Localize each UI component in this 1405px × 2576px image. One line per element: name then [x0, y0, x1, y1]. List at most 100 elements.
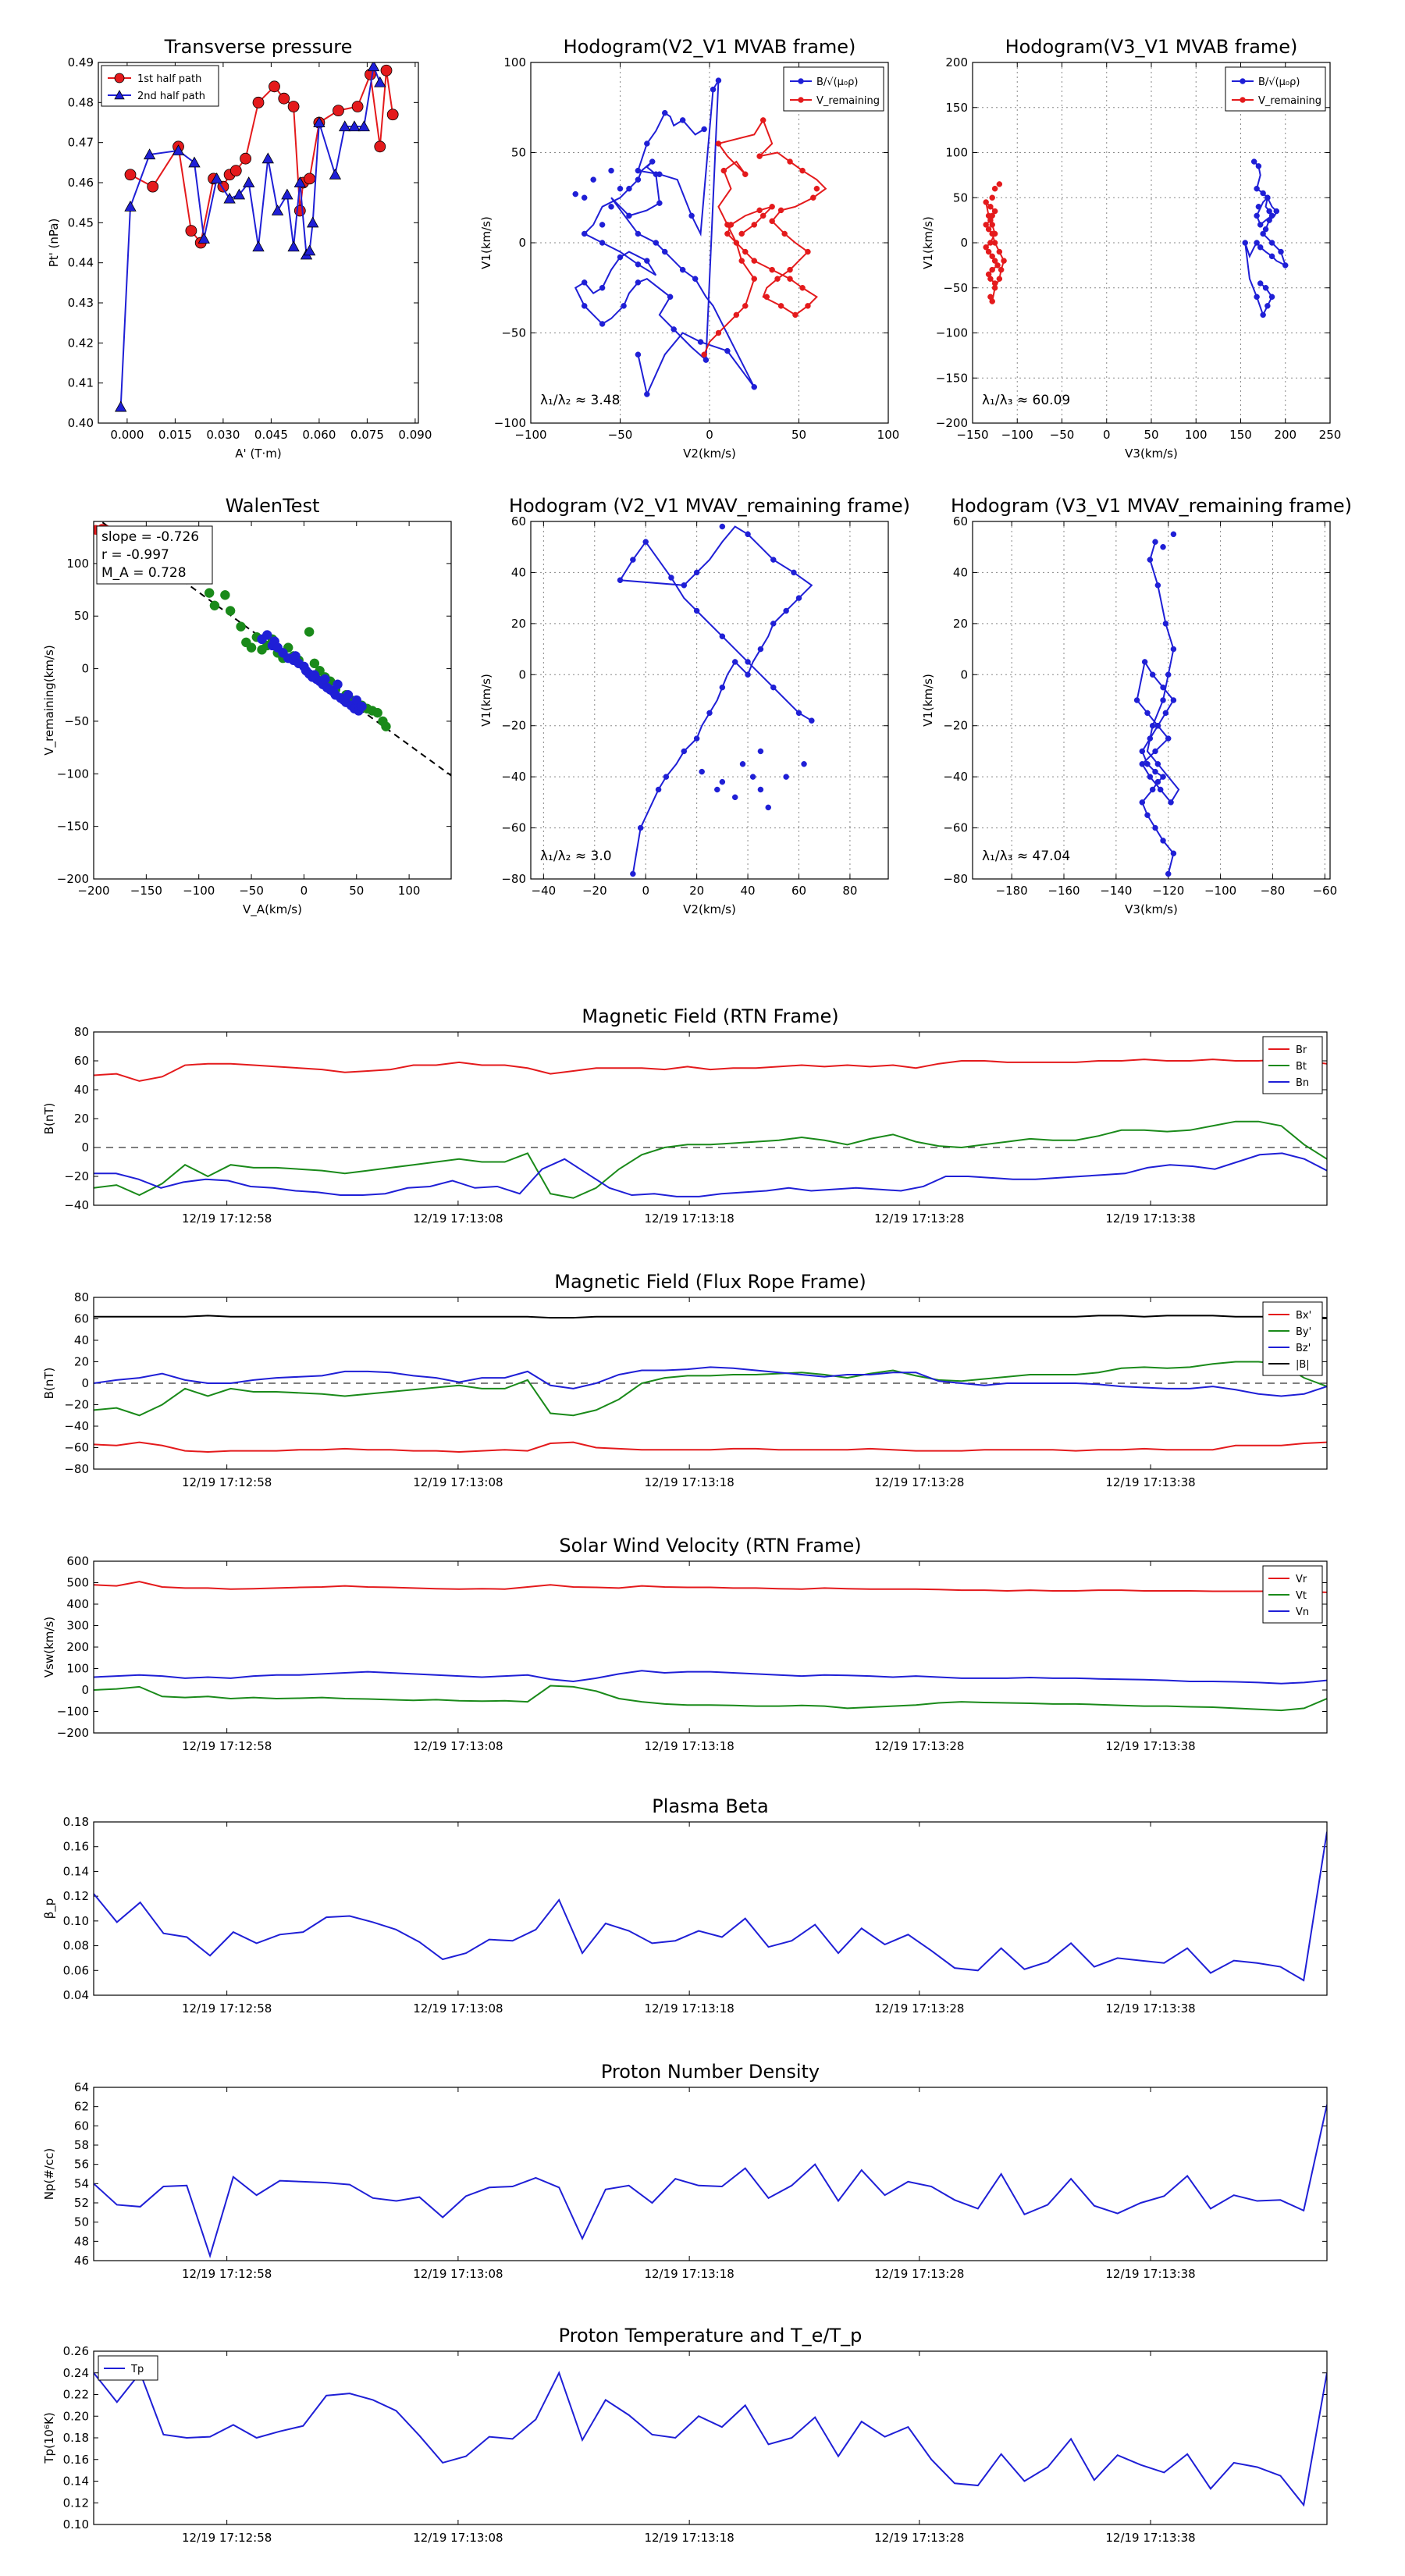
data-point [679, 266, 686, 273]
plot-area [983, 158, 1289, 318]
data-point [769, 218, 775, 225]
data-point [655, 786, 662, 793]
data-point [1160, 697, 1166, 703]
plot-frame [93, 1560, 1328, 1734]
data-point [1262, 226, 1269, 233]
y-tick-label: −200 [936, 416, 968, 430]
data-point [1242, 240, 1248, 246]
chart-title: Proton Temperature and T_e/T_p [559, 2325, 863, 2347]
plot-frame [93, 1031, 1328, 1206]
plot-background [531, 521, 888, 879]
x-axis-label: V2(km/s) [683, 902, 736, 916]
plot-frame [530, 62, 889, 424]
data-point [617, 577, 624, 583]
triangle-marker [348, 120, 361, 132]
data-point [246, 642, 257, 653]
data-point [985, 248, 992, 255]
x-axis-label: V2(km/s) [683, 447, 736, 461]
circle-marker [185, 225, 197, 237]
x-tick-label: −100 [183, 884, 215, 898]
y-tick-label: −100 [57, 1705, 89, 1719]
series-line [94, 2104, 1327, 2259]
series-line [94, 1670, 1327, 1685]
data-point [719, 684, 726, 691]
data-point [590, 176, 596, 183]
y-tick-label: 0.16 [63, 1840, 89, 1854]
data-point [1157, 786, 1164, 793]
y-tick-label: −50 [64, 714, 89, 728]
hodogram-v2-v1-mvav-panel: −40 −20 0 20 40 60 80−80−60−40−200204060Hodogr… [479, 495, 910, 916]
plot-area [617, 523, 815, 877]
data-point [715, 329, 722, 336]
y-tick-label: 62 [74, 2100, 89, 2114]
time-tick-label: 12/19 17:13:38 [1105, 1739, 1195, 1753]
x-tick-label: −100 [1204, 884, 1236, 898]
data-point [996, 276, 1003, 282]
hodogram-v2-v1-mvab-panel: −100 −50 0 50 100 −100 −50 0 50 100 Hodogram(V2_V1… [479, 36, 899, 461]
plot-frame [972, 62, 1331, 424]
x-tick-label: 50 [1144, 428, 1158, 442]
y-tick-label: 0.08 [63, 1939, 89, 1953]
data-point [989, 298, 995, 304]
circle-marker [240, 152, 252, 165]
data-point [1154, 582, 1161, 589]
data-point [653, 171, 660, 177]
triangle-marker [293, 176, 306, 188]
data-point [1282, 262, 1289, 269]
data-point [724, 347, 731, 354]
data-point [739, 761, 746, 767]
plot-area [115, 62, 399, 412]
data-point [769, 204, 775, 210]
y-tick-label: 0.45 [68, 215, 94, 229]
legend-label: B/√(μ₀ρ) [816, 76, 858, 88]
x-axis-label: V3(km/s) [1125, 902, 1178, 916]
x-tick-label: −140 [1100, 884, 1132, 898]
y-tick-label: 50 [74, 609, 89, 623]
y-tick-label: 0.42 [68, 336, 94, 350]
data-point [742, 303, 749, 309]
data-point [769, 266, 775, 273]
data-point [719, 523, 726, 530]
x-axis-label: V3(km/s) [1125, 447, 1178, 461]
time-tick-label: 12/19 17:13:38 [1105, 2267, 1195, 2281]
y-tick-label: 0.14 [63, 1864, 89, 1878]
data-point [777, 303, 784, 309]
y-tick-label: 0 [960, 236, 968, 250]
series-line [94, 1059, 1327, 1082]
y-tick-label: −40 [943, 770, 968, 784]
plot-area [94, 2371, 1327, 2507]
data-point [1168, 799, 1174, 806]
chart-title: Hodogram(V3_V1 MVAB frame) [1005, 36, 1298, 58]
plot-area [94, 2104, 1327, 2259]
data-point [1160, 774, 1166, 780]
circle-marker [380, 64, 393, 76]
y-tick-label: 0.18 [63, 1815, 89, 1829]
y-tick-label: −150 [57, 820, 89, 834]
y-tick-label: −80 [501, 872, 526, 886]
data-point [1165, 735, 1172, 742]
data-point [810, 194, 816, 201]
plot-area [572, 77, 827, 397]
x-tick-label: −50 [608, 428, 633, 442]
data-point [1266, 208, 1272, 215]
legend-label: Bt [1296, 1061, 1307, 1073]
circle-marker [374, 141, 386, 153]
time-tick-label: 12/19 17:13:38 [1105, 1475, 1195, 1489]
data-point [1278, 248, 1284, 255]
alfven-mach-text: M_A = 0.728 [101, 565, 187, 581]
proton-temperature-panel: 0.10 0.12 0.14 0.16 0.18 0.20 0.22 0.24 0.26 12/1… [42, 2325, 1328, 2545]
data-point [701, 126, 707, 133]
data-point [1162, 621, 1169, 627]
data-point [681, 748, 688, 755]
data-point [996, 181, 1003, 187]
series-line [119, 63, 381, 407]
series-line [94, 1361, 1327, 1417]
plot-background [94, 1822, 1327, 1995]
circle-marker [287, 101, 300, 112]
y-axis-label: Tp(10⁶K) [42, 2412, 56, 2464]
y-tick-label: 0.20 [63, 2409, 89, 2423]
data-point [309, 658, 320, 669]
data-point [720, 167, 727, 174]
data-point [751, 222, 757, 228]
data-point [1264, 303, 1271, 309]
